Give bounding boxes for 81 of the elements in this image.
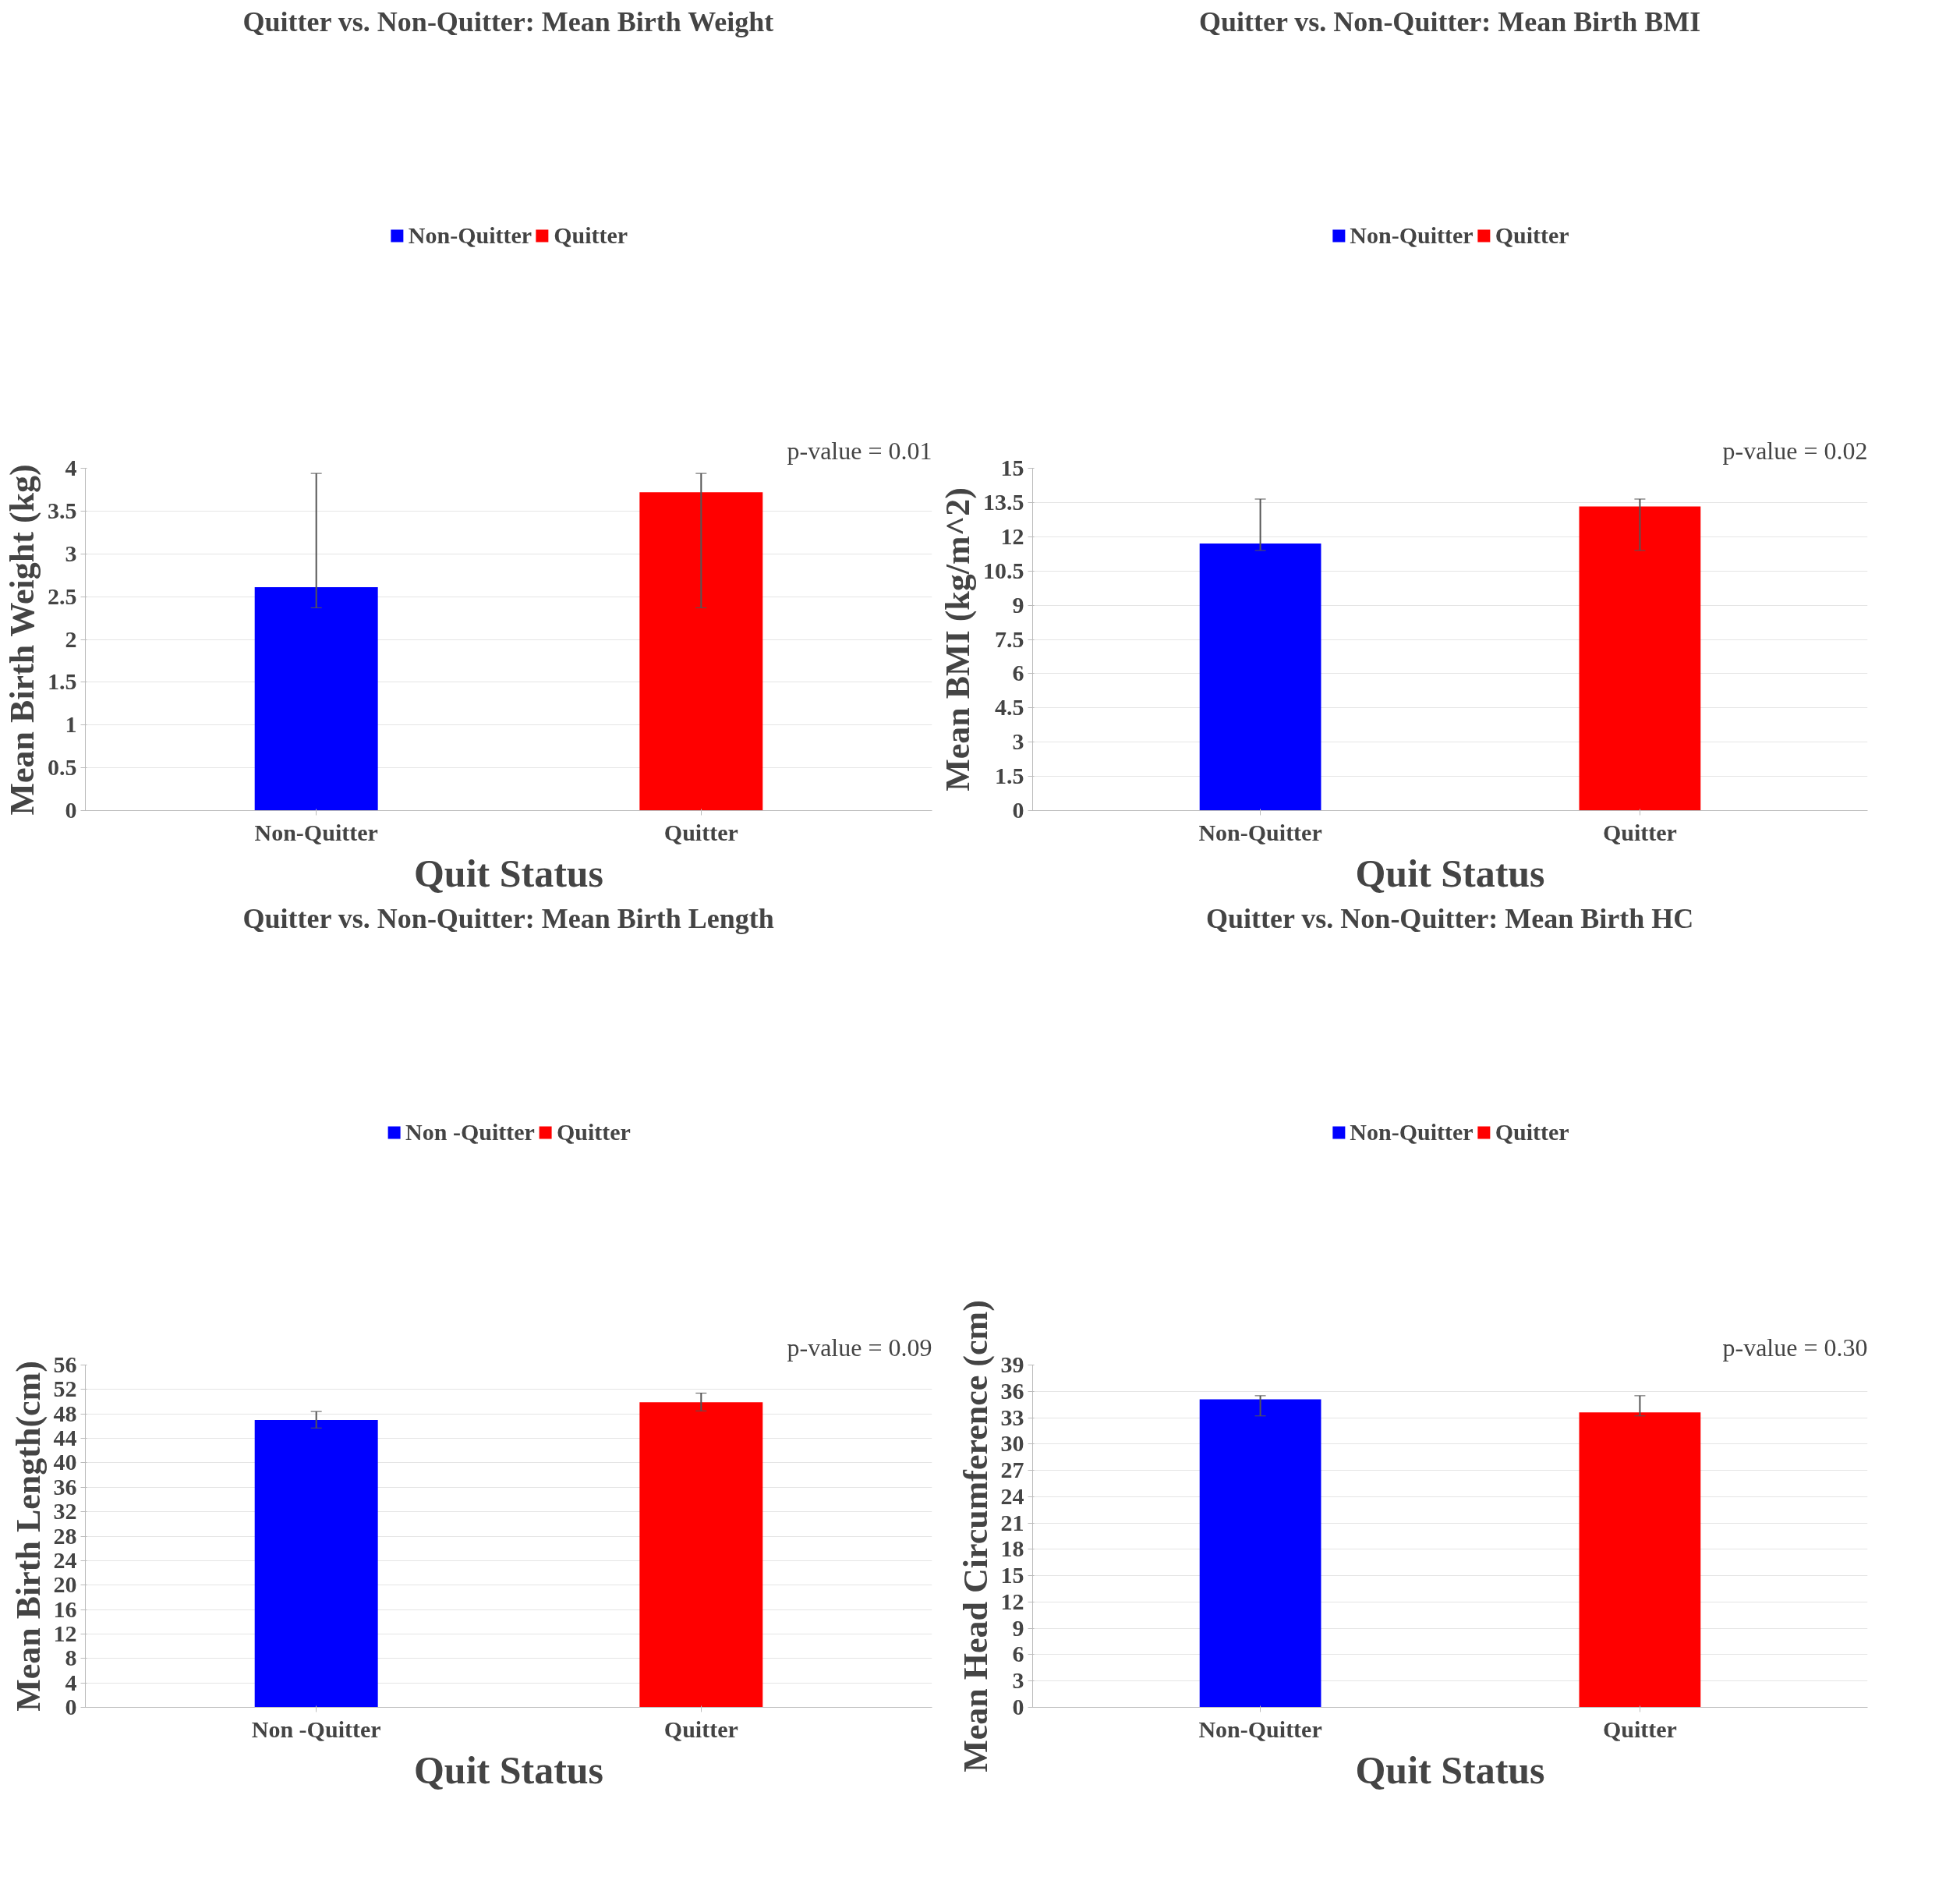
x-tick-label: Quitter [1602,819,1677,845]
x-tick-label: Non-Quitter [1198,1716,1322,1742]
y-tick-label: 27 [1000,1457,1024,1483]
legend-label: Quitter [556,1119,631,1146]
x-axis-title: Quit Status [1355,851,1545,895]
x-tick-label: Non-Quitter [1198,819,1322,845]
y-tick-label: 12 [1000,522,1024,549]
y-tick-label: 7.5 [995,625,1024,652]
y-tick-label: 48 [53,1400,77,1426]
y-tick-label: 12 [53,1620,77,1646]
y-tick-label: 0 [1012,797,1024,823]
y-tick-label: 24 [53,1546,77,1573]
x-tick-label: Quitter [1602,1716,1677,1742]
x-axis-title: Quit Status [413,851,604,895]
y-tick-label: 1 [65,711,77,738]
y-tick-label: 1.5 [995,763,1024,789]
x-tick-label: Quitter [663,1716,738,1742]
y-axis-title: Mean Birth Length(cm) [9,1361,48,1712]
text: p-value = 0.01 [787,436,932,465]
y-tick-label: 16 [53,1595,77,1622]
y-tick-label: 3 [1012,1667,1024,1694]
y-tick-label: 20 [53,1571,77,1598]
y-tick-label: 28 [53,1522,77,1549]
x-tick-label: Quitter [663,819,738,845]
y-tick-label: 18 [1000,1535,1024,1562]
y-tick-label: 0 [1012,1694,1024,1719]
y-tick-label: 52 [53,1376,77,1402]
y-tick-label: 6 [1012,1641,1024,1667]
y-tick-label: 9 [1012,591,1024,618]
y-tick-label: 2 [65,625,77,652]
legend-label: Non-Quitter [408,222,532,249]
y-tick-label: 9 [1012,1614,1024,1641]
y-tick-label: 4 [65,1669,77,1695]
text: p-value = 0.02 [1722,436,1868,465]
y-tick-label: 39 [1000,1351,1024,1377]
y-tick-label: 4 [65,455,77,480]
y-tick-label: 24 [1000,1482,1024,1509]
y-tick-label: 3 [65,540,77,566]
y-axis-title: Mean Birth Weight (kg) [3,464,41,816]
y-tick-label: 0 [65,797,77,823]
legend-label: Non-Quitter [1350,1119,1474,1146]
y-tick-label: 13.5 [983,488,1024,515]
y-axis-title: Mean Head Circumference (cm) [956,1300,995,1772]
chart-title: Quitter vs. Non-Quitter: Mean Birth Length [242,902,774,934]
text: p-value = 0.30 [1722,1333,1868,1362]
chart-title: Quitter vs. Non-Quitter: Mean Birth Weight [242,5,774,37]
y-tick-label: 33 [1000,1404,1024,1430]
y-tick-label: 2.5 [48,583,77,609]
legend-label: Quitter [1495,1119,1569,1146]
y-axis-title: Mean BMI (kg/m^2) [939,487,977,791]
legend-label: Non -Quitter [405,1119,535,1146]
y-tick-label: 30 [1000,1430,1024,1457]
y-tick-label: 10.5 [983,557,1024,583]
legend-label: Non-Quitter [1350,222,1474,249]
y-tick-label: 36 [53,1473,77,1500]
y-tick-label: 21 [1000,1509,1024,1535]
y-tick-label: 36 [1000,1377,1024,1404]
y-tick-label: 0.5 [48,754,77,781]
x-tick-label: Non-Quitter [254,819,378,845]
y-tick-label: 32 [53,1498,77,1524]
y-tick-label: 12 [1000,1588,1024,1614]
y-tick-label: 56 [53,1351,77,1377]
y-tick-label: 0 [65,1694,77,1719]
y-tick-label: 15 [1000,455,1024,480]
x-axis-title: Quit Status [413,1748,604,1792]
legend-label: Quitter [1495,222,1569,249]
y-tick-label: 15 [1000,1562,1024,1588]
chart-title: Quitter vs. Non-Quitter: Mean Birth BMI [1199,5,1701,37]
text: p-value = 0.09 [787,1333,932,1362]
y-tick-label: 8 [65,1645,77,1671]
chart-title: Quitter vs. Non-Quitter: Mean Birth HC [1206,902,1694,934]
y-tick-label: 1.5 [48,668,77,695]
y-tick-label: 3.5 [48,497,77,523]
legend-label: Quitter [554,222,628,249]
y-tick-label: 3 [1012,728,1024,755]
y-tick-label: 4.5 [995,694,1024,721]
y-tick-label: 44 [53,1425,77,1451]
y-tick-label: 40 [53,1449,77,1475]
y-tick-label: 6 [1012,660,1024,686]
x-axis-title: Quit Status [1355,1748,1545,1792]
x-tick-label: Non -Quitter [251,1716,381,1742]
